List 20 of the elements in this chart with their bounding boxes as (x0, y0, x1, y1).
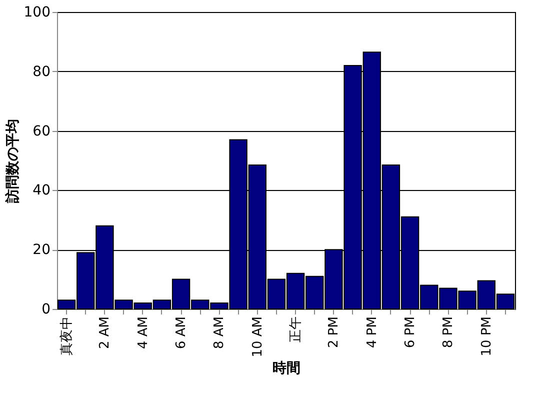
y-tick-label: 20 (32, 242, 50, 258)
x-tick-label: 8 AM (212, 316, 228, 350)
x-tick-label: 正午 (288, 316, 304, 342)
x-tick-label: 10 PM (479, 316, 494, 356)
y-tick-label: 100 (24, 4, 50, 20)
x-tick-label: 6 AM (174, 316, 190, 350)
x-tick-label: 6 PM (403, 316, 418, 348)
x-tick-label: 4 AM (136, 316, 151, 350)
x-tick-label: 4 PM (364, 316, 380, 348)
y-tick-label: 80 (32, 64, 50, 80)
y-tick-label: 60 (32, 123, 50, 140)
y-tick-label: 0 (42, 302, 50, 318)
y-axis-title: 訪問数の平均 (4, 119, 21, 204)
x-tick-label: 真夜中 (58, 316, 75, 356)
x-tick-label: 2 PM (326, 316, 342, 348)
x-tick-label: 10 AM (250, 316, 266, 358)
x-tick-label: 2 AM (98, 316, 113, 350)
x-tick-label: 8 PM (441, 316, 456, 348)
x-axis-title: 時間 (272, 360, 300, 376)
y-tick-label: 40 (32, 182, 50, 199)
